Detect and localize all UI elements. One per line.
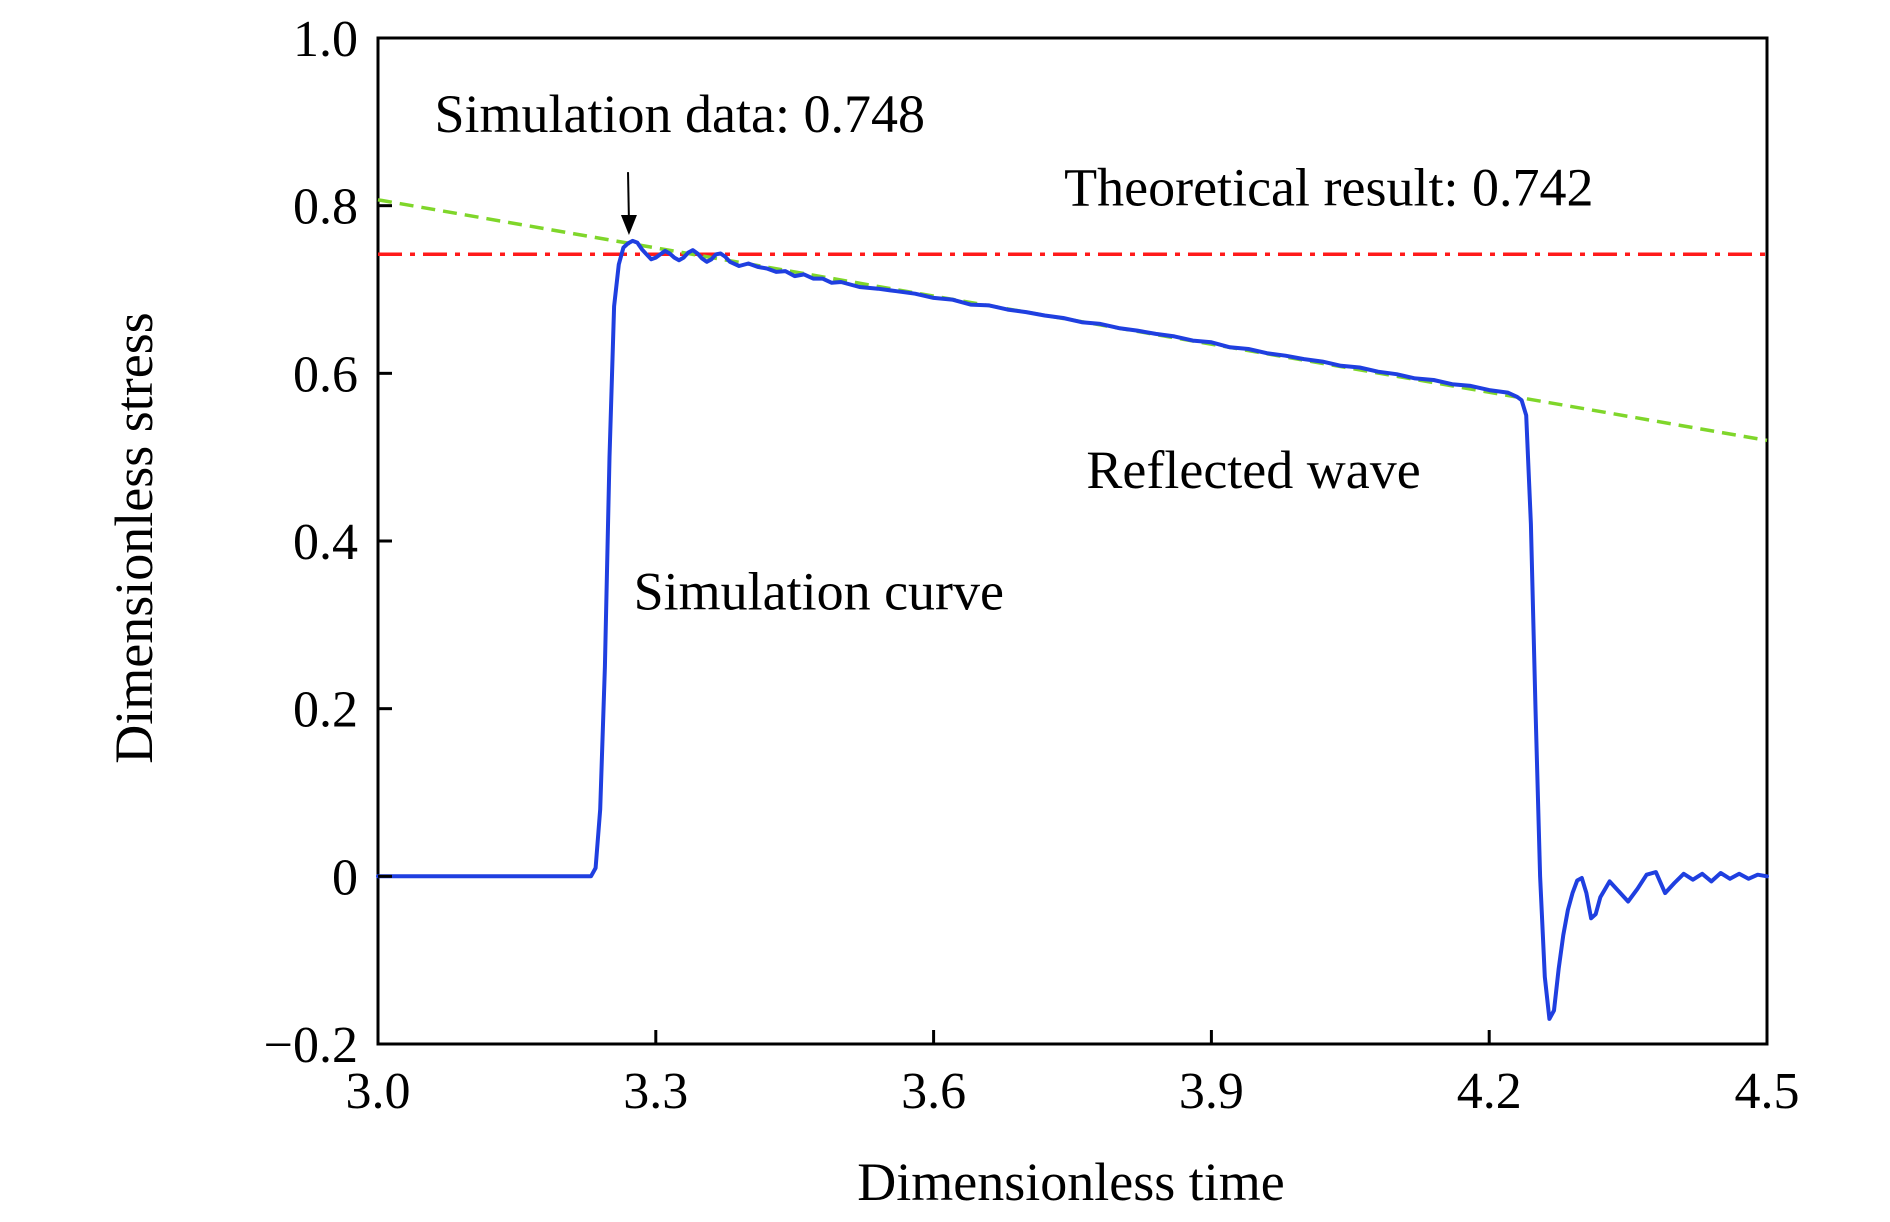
- annotation-text: Reflected wave: [1086, 440, 1420, 500]
- series-line-simulation: [376, 238, 1769, 1021]
- x-tick-label: 3.6: [901, 1063, 966, 1120]
- annotation-layer: Simulation data: 0.748 Theoretical result…: [434, 84, 1593, 622]
- x-tick-label: 4.2: [1457, 1063, 1522, 1120]
- y-tick-label: 0: [332, 849, 358, 906]
- annotation-text: Theoretical result: 0.742: [1064, 158, 1593, 218]
- annotation-text: Simulation data: 0.748: [434, 84, 924, 144]
- x-tick-label: 3.3: [623, 1063, 688, 1120]
- x-tick-label: 3.0: [346, 1063, 411, 1120]
- x-axis-title: Dimensionless time: [857, 1152, 1284, 1212]
- y-tick-label: −0.2: [264, 1017, 358, 1074]
- x-tick-label: 3.9: [1179, 1063, 1244, 1120]
- y-tick-label: 0.2: [293, 682, 358, 739]
- y-axis-title: Dimensionless stress: [104, 312, 164, 764]
- annotation-arrow-shaft: [627, 172, 630, 222]
- annotation-arrow-head: [620, 215, 637, 236]
- x-tick-label: 4.5: [1735, 1063, 1800, 1120]
- axis-layer: 3.0 3.3 3.6 3.9 4.2 4.5 −0.2 0 0.2 0.4 0.6 0.8 1.0: [264, 11, 1800, 1120]
- y-tick-label: 0.4: [293, 514, 358, 571]
- y-tick-label: 1.0: [293, 11, 358, 68]
- series-layer: [376, 198, 1769, 1021]
- y-tick-label: 0.6: [293, 346, 358, 403]
- annotation-text: Simulation curve: [634, 562, 1004, 622]
- y-tick-label: 0.8: [293, 179, 358, 236]
